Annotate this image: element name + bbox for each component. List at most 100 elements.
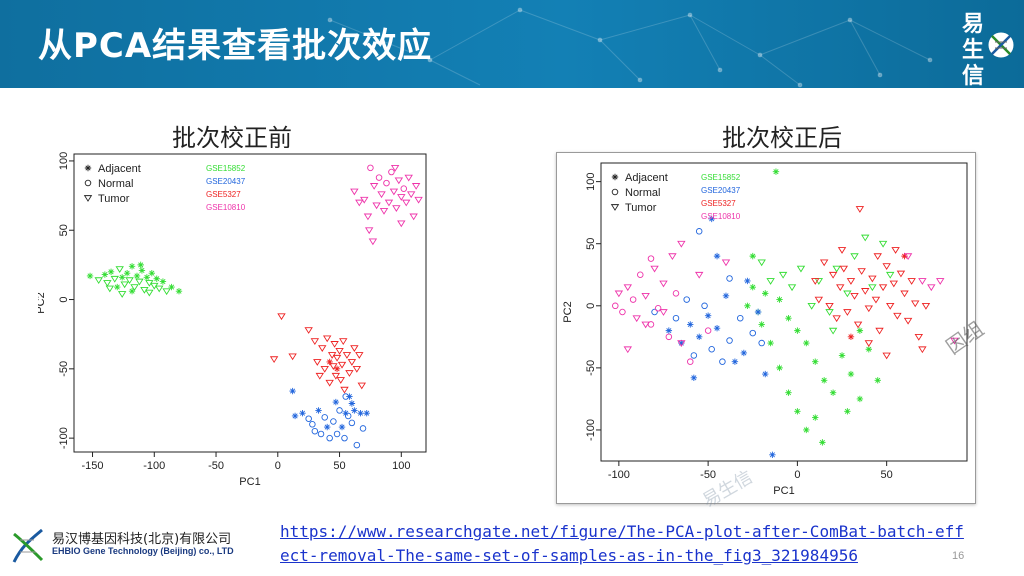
data-point — [120, 281, 129, 289]
data-point — [825, 302, 834, 310]
data-point — [614, 290, 624, 298]
y-tick-label: 0 — [58, 296, 70, 302]
data-point — [333, 365, 341, 373]
data-point — [138, 267, 146, 274]
legend-series-label: GSE10810 — [206, 203, 246, 212]
data-point — [277, 313, 286, 321]
data-point — [322, 335, 332, 343]
data-point — [847, 370, 855, 378]
x-tick-label: -100 — [608, 469, 630, 481]
brand-char-1: 易 — [962, 12, 985, 37]
data-point — [369, 183, 379, 190]
data-point — [857, 268, 866, 275]
data-point — [397, 194, 406, 201]
legend-shape-label: Tumor — [625, 202, 657, 214]
data-point — [762, 370, 769, 378]
y-tick-label: 50 — [585, 238, 597, 250]
data-point — [637, 271, 644, 278]
data-point — [778, 271, 788, 279]
plot-frame — [600, 162, 968, 462]
data-point — [873, 253, 882, 261]
data-point — [896, 270, 906, 278]
data-point — [330, 418, 337, 425]
data-point — [871, 296, 881, 304]
data-point — [864, 340, 874, 347]
data-point — [726, 337, 733, 344]
data-point — [611, 188, 619, 196]
data-point — [340, 386, 349, 394]
data-point — [168, 283, 175, 291]
data-point — [762, 290, 769, 297]
data-point — [105, 285, 115, 293]
data-point — [341, 434, 348, 442]
data-point — [886, 302, 895, 310]
data-point — [832, 315, 841, 323]
data-point — [377, 191, 386, 199]
data-point — [339, 338, 348, 346]
data-point — [346, 393, 353, 400]
source-link[interactable]: https://www.researchgate.net/figure/The-… — [280, 522, 964, 565]
data-point — [891, 247, 900, 254]
data-point — [409, 213, 418, 221]
points-layer — [612, 168, 959, 458]
data-point — [311, 427, 319, 435]
data-point — [721, 259, 731, 267]
data-point — [135, 278, 144, 286]
data-point — [853, 321, 863, 329]
x-tick-label: 100 — [392, 460, 410, 472]
data-point — [162, 288, 171, 296]
data-point — [678, 339, 685, 347]
data-point — [641, 321, 650, 329]
data-point — [665, 333, 673, 341]
data-point — [305, 415, 312, 422]
data-point — [672, 290, 680, 297]
data-point — [903, 253, 913, 261]
data-point — [364, 227, 374, 235]
data-point — [326, 358, 333, 366]
data-point — [345, 370, 354, 377]
data-point — [363, 409, 370, 417]
data-point — [123, 270, 131, 277]
data-point — [744, 302, 751, 309]
after-correction-label: 批次校正后 — [722, 124, 842, 152]
data-point — [695, 333, 703, 341]
data-point — [861, 234, 870, 242]
y-tick-label: 0 — [585, 303, 597, 309]
data-point — [309, 421, 316, 428]
x-tick-label: 0 — [275, 460, 281, 472]
data-point — [668, 253, 677, 261]
brand-logo: 易 生 信 — [958, 6, 1018, 89]
data-point — [687, 358, 694, 365]
data-point — [363, 213, 373, 221]
y-tick-label: 50 — [58, 224, 70, 236]
x-tick-label: -50 — [700, 469, 716, 481]
data-point — [357, 409, 364, 417]
data-point — [839, 265, 849, 273]
data-point — [704, 312, 712, 319]
data-point — [137, 261, 144, 269]
data-point — [367, 164, 374, 172]
brand-char-2: 生 — [962, 38, 985, 63]
data-point — [767, 339, 774, 347]
data-point — [874, 377, 881, 384]
data-point — [351, 407, 358, 414]
data-point — [749, 252, 756, 260]
data-point — [289, 387, 296, 395]
legend-shape-label: Adjacent — [98, 163, 141, 175]
data-point — [794, 408, 801, 415]
data-point — [846, 278, 856, 285]
data-point — [701, 302, 708, 310]
data-point — [288, 353, 297, 361]
x-tick-label: -150 — [82, 460, 104, 472]
data-point — [355, 199, 364, 207]
data-point — [107, 268, 115, 276]
data-point — [344, 412, 352, 420]
data-point — [889, 280, 899, 288]
data-point — [776, 296, 783, 303]
data-point — [758, 339, 765, 347]
data-point — [114, 283, 121, 291]
data-point — [84, 179, 92, 187]
data-point — [610, 204, 620, 211]
network-background — [327, 7, 933, 88]
data-point — [117, 291, 127, 298]
